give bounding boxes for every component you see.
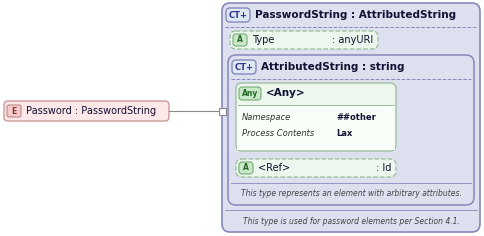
FancyBboxPatch shape (232, 60, 256, 74)
Text: ##other: ##other (336, 113, 376, 122)
Text: E: E (12, 106, 16, 115)
Text: <Any>: <Any> (266, 88, 305, 98)
Text: Lax: Lax (336, 128, 352, 138)
Text: Password : PasswordString: Password : PasswordString (26, 106, 156, 116)
Text: : Id: : Id (376, 163, 391, 173)
Text: Namespace: Namespace (242, 113, 291, 122)
Text: Any: Any (242, 89, 258, 98)
FancyBboxPatch shape (222, 3, 480, 232)
FancyBboxPatch shape (239, 162, 253, 174)
FancyBboxPatch shape (4, 101, 169, 121)
Text: : anyURI: : anyURI (332, 35, 373, 45)
FancyBboxPatch shape (233, 34, 247, 46)
Text: CT+: CT+ (228, 10, 247, 20)
FancyBboxPatch shape (239, 87, 261, 100)
FancyBboxPatch shape (236, 159, 396, 177)
Text: Type: Type (252, 35, 274, 45)
Text: This type represents an element with arbitrary attributes.: This type represents an element with arb… (241, 190, 461, 198)
FancyBboxPatch shape (237, 105, 395, 150)
FancyBboxPatch shape (228, 55, 474, 205)
Text: CT+: CT+ (235, 63, 254, 72)
FancyBboxPatch shape (236, 83, 396, 151)
Text: AttributedString : string: AttributedString : string (261, 62, 405, 72)
Text: A: A (243, 164, 249, 173)
Text: Process Contents: Process Contents (242, 128, 314, 138)
Text: PasswordString : AttributedString: PasswordString : AttributedString (255, 10, 456, 20)
Text: This type is used for password elements per Section 4.1.: This type is used for password elements … (242, 216, 459, 226)
FancyBboxPatch shape (7, 105, 21, 117)
Text: A: A (237, 35, 243, 45)
Bar (218, 108, 226, 114)
FancyBboxPatch shape (230, 31, 378, 49)
Text: <Ref>: <Ref> (258, 163, 290, 173)
FancyBboxPatch shape (226, 8, 250, 22)
